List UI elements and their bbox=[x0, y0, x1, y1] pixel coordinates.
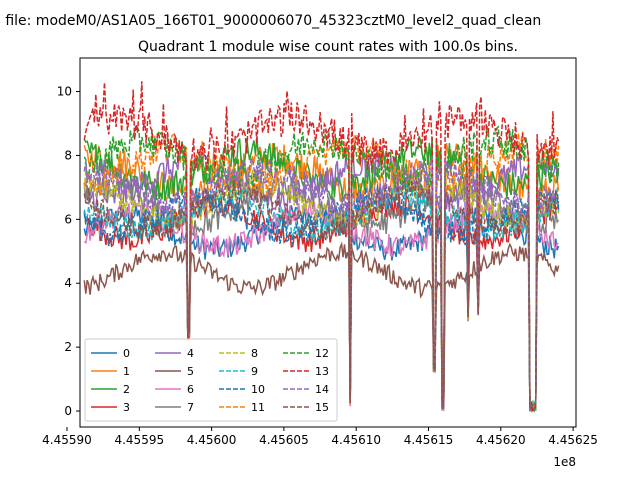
x-tick-label: 4.45590 bbox=[42, 433, 92, 447]
legend-label: 6 bbox=[187, 383, 194, 396]
legend-label: 5 bbox=[187, 365, 194, 378]
y-tick-label: 2 bbox=[64, 340, 72, 354]
x-tick-label: 4.45605 bbox=[259, 433, 309, 447]
legend-label: 8 bbox=[251, 347, 258, 360]
y-axis: 0 2 4 6 8 10 bbox=[57, 85, 80, 418]
x-tick-label: 4.45625 bbox=[548, 433, 598, 447]
series-line-13 bbox=[83, 81, 560, 412]
y-tick-label: 10 bbox=[57, 85, 72, 99]
series-line-14 bbox=[83, 156, 560, 412]
legend-box bbox=[84, 338, 338, 422]
legend-label: 7 bbox=[187, 401, 194, 414]
series-line-15 bbox=[83, 178, 560, 411]
chart-title: Quadrant 1 module wise count rates with … bbox=[138, 39, 518, 55]
legend-label: 9 bbox=[251, 365, 258, 378]
legend-label: 15 bbox=[315, 401, 329, 414]
y-tick-label: 0 bbox=[64, 404, 72, 418]
legend-label: 11 bbox=[251, 401, 265, 414]
figure-suptitle: n file: modeM0/AS1A05_166T01_9000006070_… bbox=[0, 13, 541, 29]
legend-label: 4 bbox=[187, 347, 194, 360]
legend-label: 3 bbox=[123, 401, 130, 414]
legend-label: 1 bbox=[123, 365, 130, 378]
x-tick-label: 4.45620 bbox=[476, 433, 526, 447]
legend-label: 14 bbox=[315, 383, 329, 396]
y-tick-label: 4 bbox=[64, 276, 72, 290]
series-layer bbox=[83, 81, 560, 414]
legend-label: 2 bbox=[123, 383, 130, 396]
legend-label: 0 bbox=[123, 347, 130, 360]
legend-label: 13 bbox=[315, 365, 329, 378]
x-tick-label: 4.45615 bbox=[404, 433, 454, 447]
legend-label: 10 bbox=[251, 383, 265, 396]
series-line-10 bbox=[83, 183, 560, 412]
x-tick-label: 4.45595 bbox=[114, 433, 164, 447]
y-tick-label: 6 bbox=[64, 212, 72, 226]
x-tick-label: 4.45610 bbox=[331, 433, 381, 447]
x-tick-label: 4.45600 bbox=[187, 433, 237, 447]
plot-frame bbox=[79, 57, 577, 428]
x-offset-label: 1e8 bbox=[553, 455, 576, 469]
y-tick-label: 8 bbox=[64, 148, 72, 162]
x-axis: 4.45590 4.45595 4.45600 4.45605 4.45610 4.456… bbox=[42, 427, 598, 447]
legend-label: 12 bbox=[315, 347, 329, 360]
